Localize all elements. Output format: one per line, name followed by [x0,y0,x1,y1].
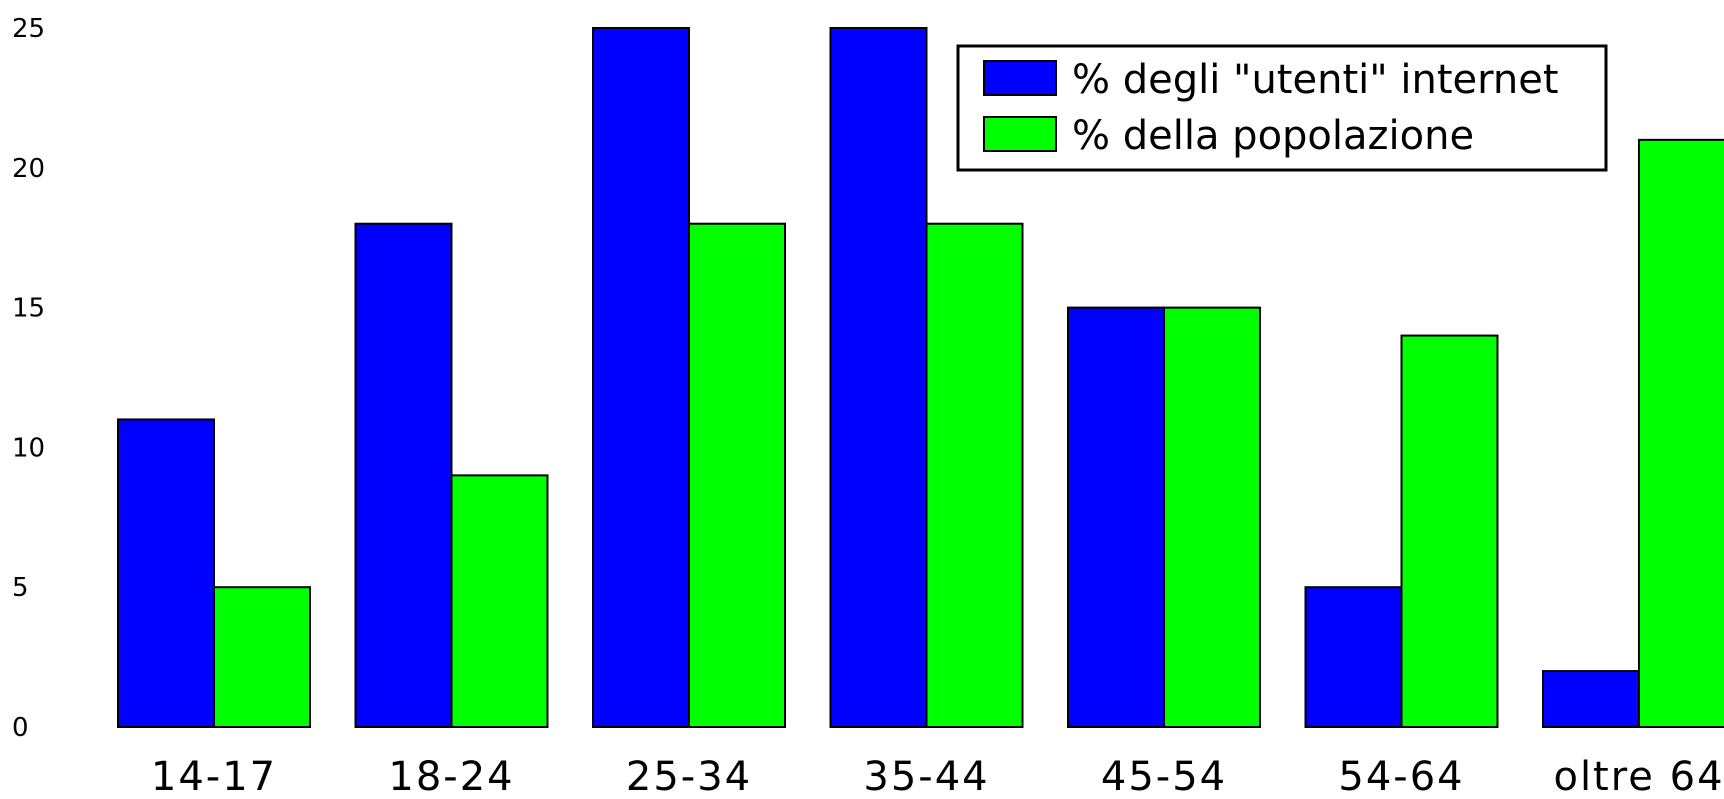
y-tick-label: 0 [12,713,29,743]
x-tick-label: 14-17 [151,754,277,799]
bar-population-35-44 [925,222,1024,728]
x-tick-label: 54-64 [1338,754,1464,799]
x-tick-label: 45-54 [1101,754,1227,799]
y-tick-label: 15 [12,294,45,324]
x-tick-label: oltre 64 [1553,754,1724,799]
bars-layer [117,27,1724,729]
legend-label-internet-users: % degli "utenti" internet [1072,57,1559,103]
x-tick-label: 25-34 [626,754,752,799]
legend-swatch-internet-users [983,60,1057,96]
bar-population-25-34 [688,222,786,728]
bar-internet-users-14-17 [117,418,215,728]
bar-internet-users-25-34 [592,27,690,728]
bar-population-oltre-64 [1638,138,1724,728]
legend-box [956,44,1608,172]
y-axis-ticks: 0 5 10 15 20 25 [12,14,45,743]
bar-population-14-17 [213,586,311,729]
y-tick-label: 10 [12,433,45,463]
y-tick-label: 5 [12,573,29,603]
legend-swatch-population [983,116,1057,152]
bar-internet-users-54-64 [1304,586,1403,729]
bar-population-54-64 [1400,334,1499,728]
y-tick-label: 25 [12,14,45,44]
x-tick-label: 35-44 [863,754,989,799]
x-tick-label: 18-24 [388,754,514,799]
bar-population-45-54 [1163,306,1261,728]
bar-internet-users-35-44 [829,27,928,728]
y-tick-label: 20 [12,154,45,184]
bar-internet-users-45-54 [1067,306,1165,728]
bar-population-18-24 [450,474,549,728]
bar-internet-users-18-24 [354,222,453,728]
x-axis-labels: 14-17 18-24 25-34 35-44 45-54 54-64 oltre 64 [151,754,1724,799]
bar-internet-users-oltre-64 [1542,670,1640,729]
legend-label-population: % della popolazione [1072,113,1474,159]
legend: % degli "utenti" internet % della popola… [956,44,1608,172]
